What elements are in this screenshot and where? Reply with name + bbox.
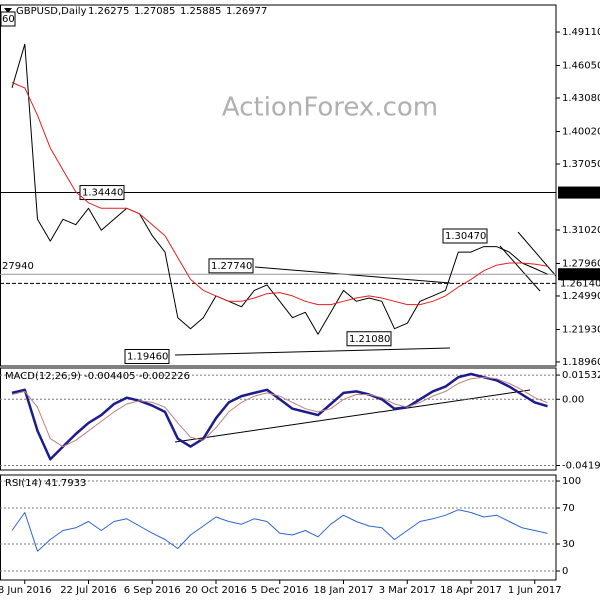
series-line [11, 82, 548, 306]
panel-frame [0, 367, 557, 471]
annotation-box [79, 185, 125, 201]
panel-title: MACD(12,26,9) -0.004405 -0.002226 [5, 371, 190, 382]
series-line [11, 43, 548, 335]
ohlc-value: 1.27085 [134, 6, 175, 17]
panel-frame [0, 4, 557, 367]
y-tick-label: 100 [562, 476, 581, 487]
y-tick-label: -0.041957 [562, 461, 600, 472]
y-tick-label: 1.49110 [562, 27, 600, 38]
annotation-label: 1.21080 [349, 334, 390, 345]
x-tick-label: 18 Apr 2017 [440, 585, 502, 596]
x-tick-label: 1 Jun 2017 [508, 585, 562, 596]
x-tick-label: 8 Jun 2016 [0, 585, 52, 596]
series-line [11, 376, 548, 448]
chart-title: GBPUSD,Daily [16, 6, 87, 17]
price-level-box [558, 268, 600, 281]
y-tick-label: 1.21930 [562, 324, 600, 335]
x-tick-label: 22 Jul 2016 [60, 585, 117, 596]
x-tick-label: 18 Jan 2017 [314, 585, 374, 596]
series-line [11, 372, 548, 461]
trend-line [517, 231, 557, 277]
trend-line [174, 347, 451, 356]
annotation-box [346, 331, 392, 347]
y-tick-label: 0.00 [562, 394, 584, 405]
annotation-label: 1.34440 [82, 188, 123, 199]
y-tick-label: 1.27960 [562, 258, 600, 269]
y-tick-label: 1.18960 [562, 357, 600, 368]
y-tick-label: 1.43080 [562, 93, 600, 104]
trend-line [499, 245, 541, 292]
trend-line [174, 389, 531, 443]
x-tick-label: 3 Mar 2017 [379, 585, 436, 596]
edge-label: 60 [2, 14, 15, 25]
menu-arrow [4, 8, 12, 13]
price-level-label: 1.26977 [560, 269, 600, 280]
x-tick-label: 20 Oct 2016 [185, 585, 247, 596]
trend-line [254, 266, 451, 284]
y-tick-label: 70 [562, 503, 575, 514]
annotation-box [124, 348, 170, 364]
y-tick-label: 0 [562, 566, 568, 577]
y-tick-label: 1.24990 [562, 291, 600, 302]
x-tick-label: 5 Dec 2016 [251, 585, 309, 596]
y-tick-label: 1.37050 [562, 159, 600, 170]
series-line [11, 509, 548, 552]
y-tick-label: 30 [562, 539, 575, 550]
ohlc-value: 1.26275 [88, 6, 129, 17]
price-level-box [558, 186, 600, 199]
price-level-label: 1.26140 [560, 278, 600, 289]
annotation-label: 1.27740 [211, 261, 252, 272]
ohlc-value: 1.26977 [226, 6, 267, 17]
edge-label: 27940 [2, 261, 34, 272]
y-tick-label: 1.40020 [562, 126, 600, 137]
annotation-box [442, 228, 488, 244]
panel-title: RSI(14) 41.7933 [5, 478, 86, 489]
panel-frame [0, 474, 557, 581]
trend-lines [174, 231, 557, 443]
annotation-label: 1.30470 [445, 231, 486, 242]
x-tick-label: 6 Sep 2016 [124, 585, 181, 596]
y-tick-label: 1.46050 [562, 61, 600, 72]
edge-box [0, 11, 16, 27]
y-tick-label: 0.015325 [562, 370, 600, 381]
ohlc-value: 1.25885 [180, 6, 221, 17]
watermark: ActionForex.com [222, 93, 438, 123]
y-tick-label: 1.31020 [562, 225, 600, 236]
annotation-box [208, 258, 254, 274]
annotation-label: 1.19460 [127, 351, 168, 362]
price-level-label: 1.34440 [560, 188, 600, 199]
